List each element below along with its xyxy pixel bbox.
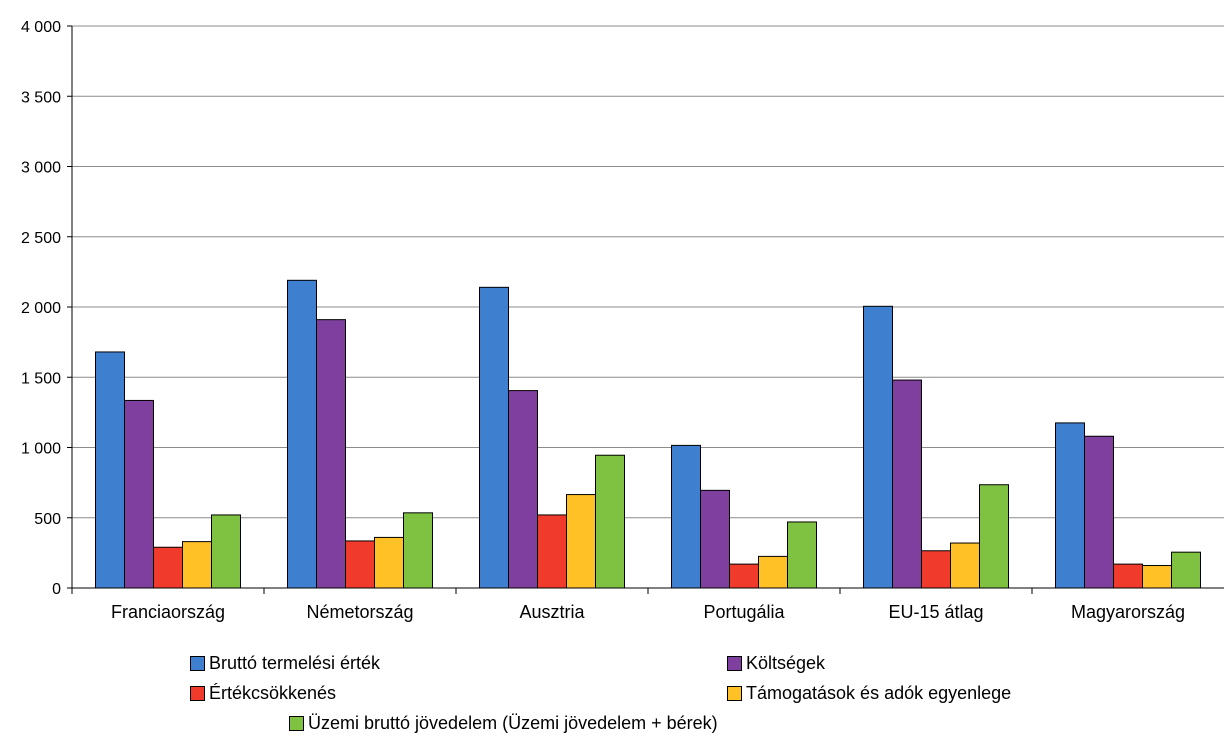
x-category-label: Franciaország [111,602,225,622]
bar [95,351,125,589]
y-tick-label: 0 [52,581,61,598]
x-category-label: EU-15 átlag [888,602,983,622]
bar [921,550,951,589]
bar [566,494,596,589]
bar [153,546,183,589]
x-category-labels: Franciaország Németország Ausztria Portugál… [111,602,1185,622]
bar [374,536,404,589]
y-tick-label: 1 000 [21,441,61,458]
bar [1055,422,1085,589]
bars [95,279,1201,589]
bar [508,390,538,589]
bar [979,484,1009,589]
bar [211,514,241,589]
bar [316,319,346,589]
bar [1084,435,1114,589]
y-tick-labels: 0 500 1 000 1 500 2 000 2 500 3 000 3 500 4 000 [21,19,61,598]
y-tick-label: 2 500 [21,230,61,247]
bar [671,444,701,589]
bar [345,540,375,589]
x-category-label: Németország [306,602,413,622]
y-tick-label: 2 000 [21,300,61,317]
bar [787,521,817,589]
y-tick-label: 3 500 [21,89,61,106]
bar [729,563,759,589]
bar [287,279,317,589]
bar [1171,551,1201,589]
axes [67,25,1224,594]
x-category-label: Ausztria [519,602,585,622]
bar [700,489,730,589]
bar [892,379,922,589]
y-tick-label: 1 500 [21,370,61,387]
y-tick-label: 3 000 [21,160,61,177]
bar [537,514,567,589]
bar [1142,565,1172,589]
y-tick-label: 500 [34,511,61,528]
y-tick-label: 4 000 [21,19,61,36]
bar [595,454,625,589]
x-category-label: Portugália [703,602,785,622]
bar [950,542,980,589]
bar [124,399,154,589]
bar [863,305,893,589]
bar [1113,563,1143,589]
x-category-label: Magyarország [1071,602,1185,622]
bar [758,555,788,589]
gridlines [72,25,1224,519]
bar [403,512,433,589]
bar [182,541,212,589]
bar [479,286,509,589]
